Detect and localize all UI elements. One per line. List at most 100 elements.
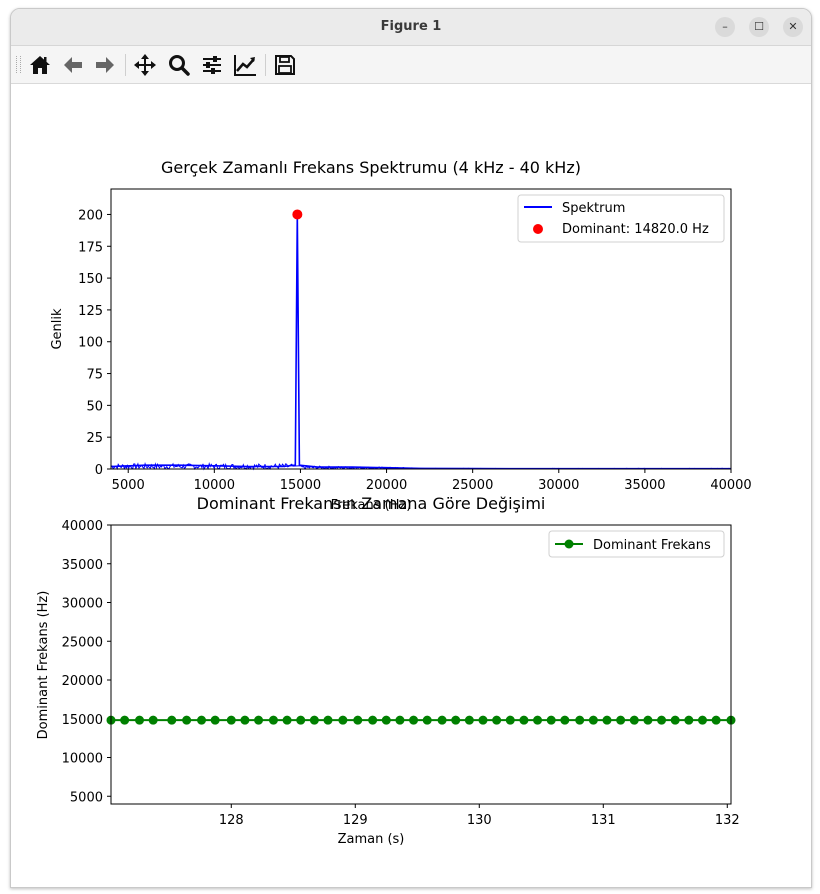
history-point (296, 715, 306, 725)
figure-window: Figure 1 – ☐ ✕ (10, 8, 812, 888)
history-point (670, 715, 680, 725)
history-point (353, 715, 363, 725)
history-xtick-label: 128 (219, 813, 244, 828)
toolbar-separator (125, 54, 126, 76)
spectrum-title: Gerçek Zamanlı Frekans Spektrumu (4 kHz … (161, 158, 581, 177)
spectrum-legend: Spektrum Dominant: 14820.0 Hz (517, 194, 725, 243)
edit-axis-button[interactable] (233, 53, 257, 77)
figure-canvas[interactable]: Gerçek Zamanlı Frekans Spektrumu (4 kHz … (11, 84, 811, 887)
history-point (323, 715, 333, 725)
spectrum-ytick-label: 175 (78, 240, 103, 255)
forward-button[interactable] (93, 53, 117, 77)
history-xlabel: Zaman (s) (338, 832, 405, 847)
history-ytick-label: 15000 (62, 713, 103, 728)
spectrum-ytick-label: 75 (86, 368, 103, 383)
history-point (254, 715, 264, 725)
history-point (478, 715, 488, 725)
history-point (492, 715, 502, 725)
spectrum-xtick-label: 25000 (452, 478, 493, 493)
history-ytick-label: 10000 (62, 752, 103, 767)
toolbar-separator (265, 54, 266, 76)
history-point (240, 715, 250, 725)
spectrum-axes[interactable]: Gerçek Zamanlı Frekans Spektrumu (4 kHz … (50, 158, 752, 493)
history-point (684, 715, 694, 725)
history-point (616, 715, 626, 725)
history-point (422, 715, 432, 725)
spectrum-line (110, 214, 731, 470)
history-point (167, 715, 177, 725)
spectrum-ytick-label: 125 (78, 304, 103, 319)
history-ylabel: Dominant Frekans (Hz) (36, 591, 51, 740)
configure-subplots-icon (203, 56, 221, 74)
figure-svg[interactable]: Gerçek Zamanlı Frekans Spektrumu (4 kHz … (11, 84, 811, 887)
spectrum-legend-box (517, 194, 725, 243)
history-legend: Dominant Frekans (548, 530, 725, 558)
history-frame (110, 524, 732, 805)
history-point (519, 715, 529, 725)
history-point (135, 715, 145, 725)
spectrum-xtick-label: 15000 (280, 478, 321, 493)
history-point (309, 715, 319, 725)
back-icon (64, 57, 82, 73)
history-xtick-label: 129 (343, 813, 368, 828)
pan-button[interactable] (133, 53, 157, 77)
history-point (437, 715, 447, 725)
zoom-icon (169, 55, 190, 76)
home-icon (30, 56, 50, 74)
legend-history-label: Dominant Frekans (593, 538, 711, 553)
history-ytick-label: 25000 (62, 635, 103, 650)
history-point (182, 715, 192, 725)
title-bar[interactable]: Figure 1 – ☐ ✕ (11, 9, 811, 46)
history-xtick-label: 131 (591, 813, 616, 828)
history-point (546, 715, 556, 725)
history-xtick-label: 132 (715, 813, 740, 828)
back-button[interactable] (61, 53, 85, 77)
spectrum-ytick-label: 200 (78, 208, 103, 223)
spectrum-frame (110, 188, 732, 470)
history-point (451, 715, 461, 725)
configure-subplots-button[interactable] (200, 53, 224, 77)
pan-icon (134, 54, 156, 76)
history-point (643, 715, 653, 725)
history-point (697, 715, 707, 725)
history-point (409, 715, 419, 725)
history-ytick-label: 5000 (70, 790, 103, 805)
zoom-button[interactable] (167, 53, 191, 77)
history-point (657, 715, 667, 725)
history-point (533, 715, 543, 725)
dominant-peak-marker (292, 209, 303, 220)
save-button[interactable] (273, 53, 297, 77)
window-title: Figure 1 (380, 19, 442, 34)
history-point (560, 715, 570, 725)
minimize-button[interactable]: – (715, 17, 735, 37)
history-point (282, 715, 292, 725)
history-legend-box (548, 530, 725, 558)
maximize-button[interactable]: ☐ (749, 17, 769, 37)
history-point (711, 715, 721, 725)
close-button[interactable]: ✕ (783, 17, 803, 37)
history-point (197, 715, 207, 725)
forward-icon (96, 57, 114, 73)
home-button[interactable] (28, 53, 52, 77)
spectrum-xtick-label: 35000 (624, 478, 665, 493)
navigation-toolbar (11, 46, 811, 84)
legend-dominant-label: Dominant: 14820.0 Hz (562, 222, 709, 237)
history-point (120, 715, 130, 725)
spectrum-xtick-label: 10000 (194, 478, 235, 493)
history-point (268, 715, 278, 725)
history-ytick-label: 40000 (62, 519, 103, 534)
history-point (602, 715, 612, 725)
dominant-history-axes[interactable]: 128 129 130 131 132 5000 10000 15000 20000 25000… (36, 519, 740, 847)
history-point (395, 715, 405, 725)
history-point (505, 715, 515, 725)
spectrum-ytick-label: 100 (78, 336, 103, 351)
history-point (381, 715, 391, 725)
spectrum-xtick-label: 20000 (366, 478, 407, 493)
legend-dominant-handle (533, 224, 543, 234)
history-point (338, 715, 348, 725)
toolbar-grip[interactable] (16, 56, 21, 73)
history-point (226, 715, 236, 725)
legend-spectrum-label: Spektrum (562, 201, 625, 216)
spectrum-ylabel: Genlik (50, 308, 65, 350)
edit-axis-icon (234, 55, 256, 76)
